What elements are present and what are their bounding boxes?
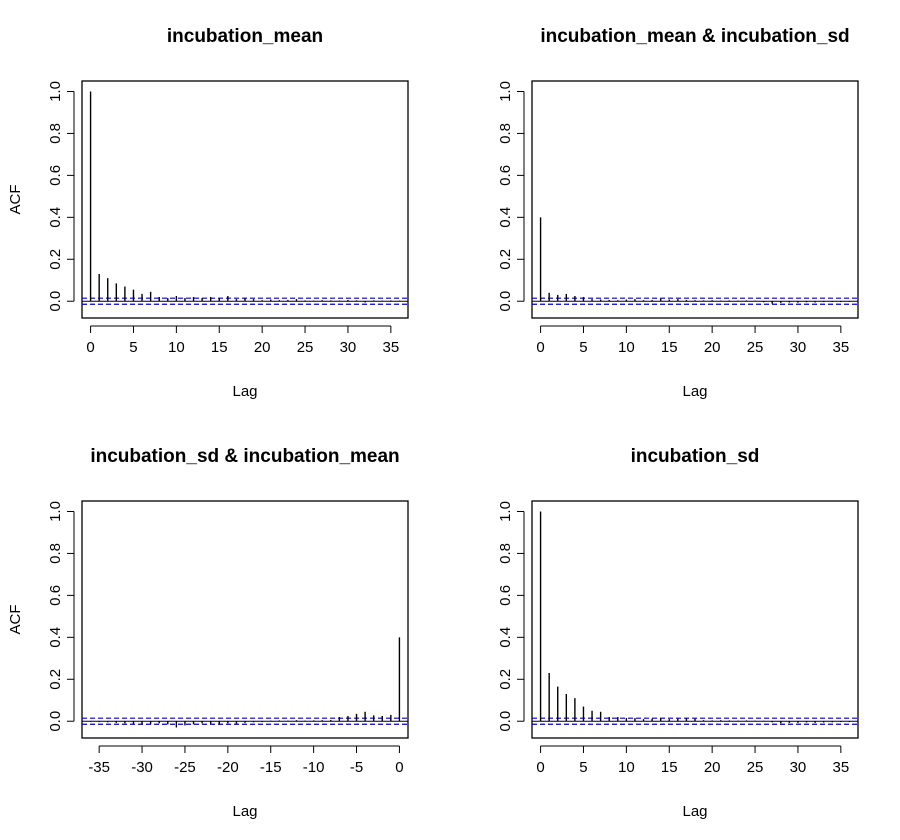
y-tick-label: 1.0 <box>47 501 64 522</box>
acf-panel-4: incubation_sd0 5 10 15 20 25 30 350.00.20.40.60… <box>497 446 859 820</box>
y-axis: 0.0 0.2 0.4 0.6 0.8 1.0 <box>47 501 75 732</box>
x-tick-label: -10 <box>303 759 325 776</box>
x-tick-label: -35 <box>88 759 110 776</box>
x-axis: 0 5 10 15 20 25 30 35 <box>536 745 849 776</box>
x-tick-label: -15 <box>260 759 282 776</box>
y-axis-label: ACF <box>7 185 24 215</box>
panel-title: incubation_mean <box>167 26 323 47</box>
x-tick-label: -25 <box>174 759 196 776</box>
y-tick-label: 0.6 <box>47 585 64 606</box>
x-tick-label: 35 <box>832 339 849 356</box>
x-tick-label: 25 <box>747 339 764 356</box>
y-tick-label: 0.2 <box>497 669 514 690</box>
x-tick-label: 0 <box>395 759 403 776</box>
x-tick-label: 20 <box>704 759 721 776</box>
y-tick-label: 0.8 <box>497 123 514 144</box>
x-tick-label: 30 <box>790 759 807 776</box>
panel-title: incubation_sd <box>631 446 760 467</box>
x-tick-label: 15 <box>661 759 678 776</box>
y-tick-label: 0.8 <box>47 543 64 564</box>
x-tick-label: 10 <box>618 339 635 356</box>
acf-panel-3: incubation_sd & incubation_mean -35 -30 -25… <box>7 446 409 820</box>
y-tick-label: 0.2 <box>47 249 64 270</box>
y-tick-label: 0.0 <box>47 291 64 312</box>
y-axis-label: ACF <box>7 605 24 635</box>
y-tick-label: 0.6 <box>497 585 514 606</box>
x-axis: 0 5 10 15 20 25 30 35 <box>86 325 399 356</box>
x-tick-label: 20 <box>704 339 721 356</box>
y-tick-label: 0.4 <box>47 207 64 228</box>
y-axis: 0.0 0.2 0.4 0.6 0.8 1.0 <box>497 81 525 312</box>
y-tick-label: 1.0 <box>497 81 514 102</box>
y-tick-label: 0.0 <box>47 711 64 732</box>
y-tick-label: 1.0 <box>497 501 514 522</box>
x-axis: -35 -30 -25 -20 -15 -10 -5 0 <box>88 745 404 776</box>
x-tick-label: 0 <box>536 339 544 356</box>
y-tick-label: 0.4 <box>497 207 514 228</box>
x-tick-label: 10 <box>618 759 635 776</box>
panel-title: incubation_sd & incubation_mean <box>90 446 399 467</box>
y-axis: 0.0 0.2 0.4 0.6 0.8 1.0 <box>47 81 75 312</box>
plot-frame <box>531 500 859 739</box>
x-tick-label: -5 <box>350 759 363 776</box>
x-tick-label: 20 <box>254 339 271 356</box>
x-axis-label: Lag <box>232 803 257 820</box>
x-tick-label: 35 <box>382 339 399 356</box>
x-tick-label: 35 <box>832 759 849 776</box>
plot-frame <box>531 80 859 319</box>
y-tick-label: 0.4 <box>47 627 64 648</box>
y-tick-label: 0.0 <box>497 711 514 732</box>
x-tick-label: 10 <box>168 339 185 356</box>
x-tick-label: 5 <box>579 339 587 356</box>
y-tick-label: 0.0 <box>497 291 514 312</box>
x-tick-label: 25 <box>747 759 764 776</box>
x-tick-label: 5 <box>129 339 137 356</box>
x-tick-label: 5 <box>579 759 587 776</box>
y-tick-label: 0.2 <box>47 669 64 690</box>
x-tick-label: 0 <box>86 339 94 356</box>
plot-frame <box>81 80 409 319</box>
y-tick-label: 0.4 <box>497 627 514 648</box>
y-tick-label: 1.0 <box>47 81 64 102</box>
y-tick-label: 0.8 <box>47 123 64 144</box>
x-axis-label: Lag <box>232 383 257 400</box>
x-tick-label: -20 <box>217 759 239 776</box>
y-tick-label: 0.6 <box>47 165 64 186</box>
x-tick-label: 25 <box>297 339 314 356</box>
x-tick-label: 30 <box>340 339 357 356</box>
y-axis: 0.0 0.2 0.4 0.6 0.8 1.0 <box>497 501 525 732</box>
x-tick-label: 15 <box>661 339 678 356</box>
x-axis-label: Lag <box>682 803 707 820</box>
x-tick-label: 0 <box>536 759 544 776</box>
x-tick-label: -30 <box>131 759 153 776</box>
y-tick-label: 0.6 <box>497 165 514 186</box>
acf-panel-2: incubation_mean & incubation_sd 0 5 10 15 20 2… <box>497 26 859 400</box>
panel-title: incubation_mean & incubation_sd <box>540 26 849 47</box>
x-axis-label: Lag <box>682 383 707 400</box>
x-tick-label: 15 <box>211 339 228 356</box>
y-tick-label: 0.8 <box>497 543 514 564</box>
y-tick-label: 0.2 <box>497 249 514 270</box>
x-axis: 0 5 10 15 20 25 30 35 <box>536 325 849 356</box>
plot-frame <box>81 500 409 739</box>
x-tick-label: 30 <box>790 339 807 356</box>
